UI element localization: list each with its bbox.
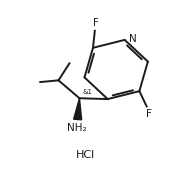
Text: &1: &1 [83, 89, 93, 95]
Text: NH₂: NH₂ [67, 122, 87, 133]
Text: F: F [146, 109, 152, 119]
Text: F: F [93, 18, 99, 28]
Polygon shape [74, 98, 82, 120]
Text: HCl: HCl [76, 150, 95, 160]
Text: N: N [129, 34, 136, 44]
